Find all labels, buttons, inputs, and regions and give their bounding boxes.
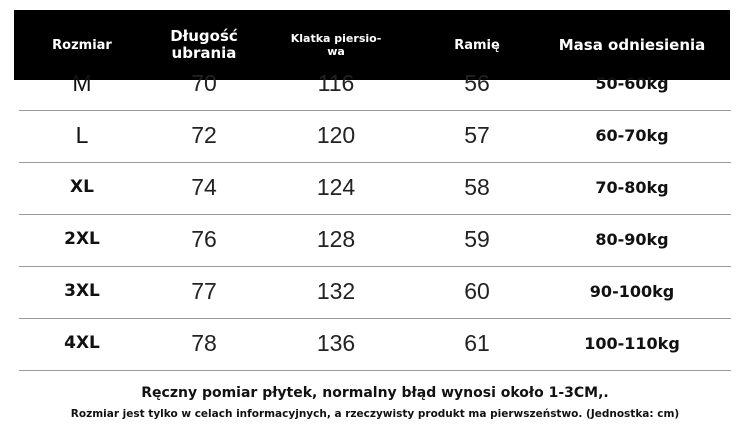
table-row: L 72 120 57 60-70kg xyxy=(0,111,750,163)
row-divider xyxy=(19,162,731,163)
row-divider xyxy=(19,110,731,111)
weight-cell: 70-80kg xyxy=(595,177,669,197)
row-divider xyxy=(19,214,731,215)
measurement-note: Ręczny pomiar płytek, normalny błąd wyno… xyxy=(141,385,609,401)
chest-cell: 120 xyxy=(316,121,356,148)
chest-cell: 124 xyxy=(316,173,356,200)
size-cell: M xyxy=(72,69,92,96)
disclaimer-note: Rozmiar jest tylko w celach informacyjny… xyxy=(70,408,680,420)
weight-cell: 60-70kg xyxy=(595,125,669,145)
length-cell: 74 xyxy=(191,173,217,200)
column-header: Ramię xyxy=(454,37,500,53)
weight-cell: 50-60kg xyxy=(595,73,669,93)
length-cell: 76 xyxy=(191,225,217,252)
row-divider xyxy=(19,318,731,319)
size-cell: 2XL xyxy=(64,229,100,249)
weight-cell: 100-110kg xyxy=(584,333,680,353)
size-cell: L xyxy=(75,121,89,148)
table-row: 4XL 78 136 61 100-110kg xyxy=(0,319,750,371)
chest-cell: 128 xyxy=(316,225,356,252)
length-cell: 70 xyxy=(191,69,217,96)
table-row: 3XL 77 132 60 90-100kg xyxy=(0,267,750,319)
column-header: Rozmiar xyxy=(52,37,112,53)
table-row: 2XL 76 128 59 80-90kg xyxy=(0,215,750,267)
length-cell: 72 xyxy=(191,121,217,148)
column-header: Klatka piersio- wa xyxy=(290,32,382,58)
shoulder-cell: 57 xyxy=(464,121,490,148)
column-header: Masa odniesienia xyxy=(558,35,706,54)
chest-cell: 116 xyxy=(317,69,355,96)
table-row: M 70 116 56 50-60kg xyxy=(0,59,750,111)
column-header: Długość ubrania xyxy=(170,27,238,62)
chest-cell: 132 xyxy=(316,277,356,304)
size-cell: 3XL xyxy=(64,281,100,301)
shoulder-cell: 60 xyxy=(464,277,490,304)
size-cell: 4XL xyxy=(64,333,100,353)
weight-cell: 90-100kg xyxy=(589,281,675,301)
shoulder-cell: 58 xyxy=(464,173,490,200)
shoulder-cell: 61 xyxy=(464,329,490,356)
length-cell: 77 xyxy=(191,277,217,304)
size-cell: XL xyxy=(70,177,94,197)
shoulder-cell: 59 xyxy=(464,225,490,252)
row-divider xyxy=(19,370,731,371)
weight-cell: 80-90kg xyxy=(595,229,669,249)
shoulder-cell: 56 xyxy=(464,69,490,96)
table-header xyxy=(14,10,730,80)
table-row: XL 74 124 58 70-80kg xyxy=(0,163,750,215)
row-divider xyxy=(19,266,731,267)
length-cell: 78 xyxy=(191,329,217,356)
chest-cell: 136 xyxy=(316,329,356,356)
